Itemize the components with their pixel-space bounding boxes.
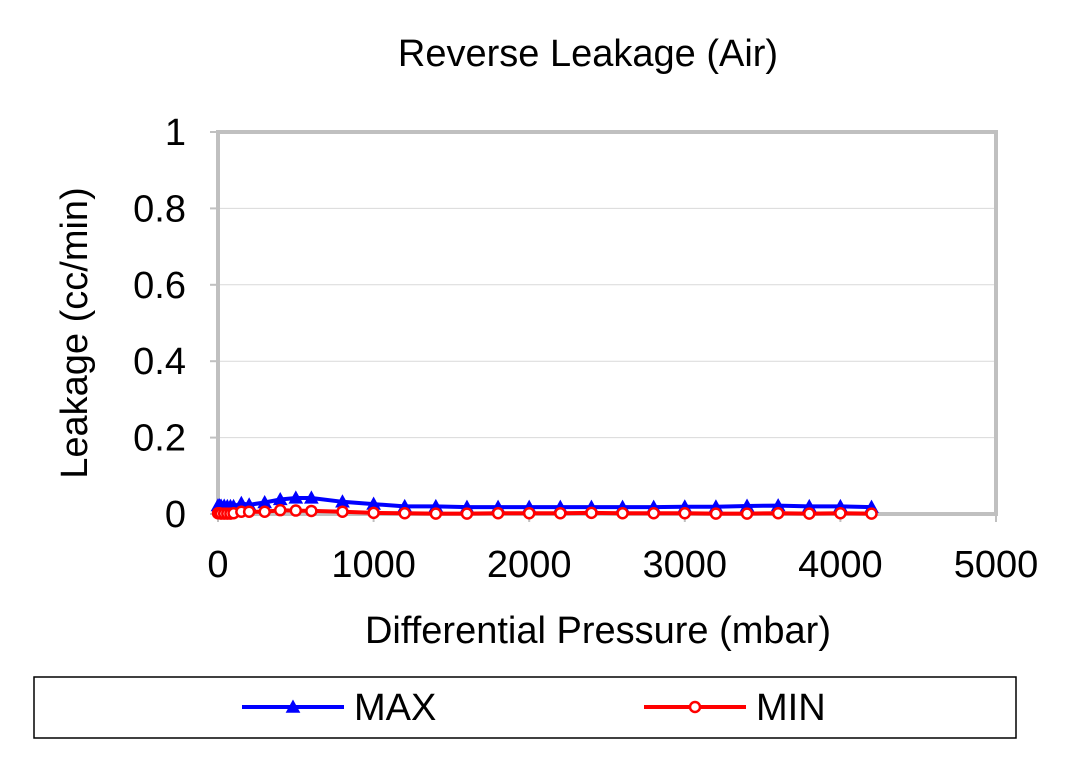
legend-entry-max: MAX (242, 687, 436, 729)
legend-marker-max (285, 699, 301, 713)
x-axis-title: Differential Pressure (mbar) (365, 610, 831, 652)
legend-entry-min: MIN (644, 687, 826, 729)
data-point-min (460, 507, 474, 520)
plot-area (218, 132, 996, 514)
legend-label-min: MIN (756, 687, 826, 729)
data-point-min (678, 506, 692, 520)
legend-marker-min (688, 700, 702, 714)
y-tick-label: 0.4 (133, 341, 186, 383)
data-point-max (304, 490, 319, 504)
data-point-min (865, 507, 878, 520)
x-tick-label: 0 (207, 544, 228, 586)
data-point-min (367, 506, 380, 520)
gridlines (218, 207, 996, 439)
data-point-min (554, 506, 567, 520)
data-point-min (647, 506, 660, 520)
legend-box (33, 676, 1017, 739)
x-tick-label: 3000 (643, 544, 728, 586)
data-point-min (429, 507, 443, 520)
data-point-min (258, 505, 271, 518)
data-point-min (834, 506, 847, 520)
data-point-min (242, 505, 256, 518)
x-tick-label: 2000 (487, 544, 572, 586)
y-tick-label: 0 (165, 494, 186, 536)
chart-title: Reverse Leakage (Air) (398, 33, 778, 75)
data-point-min (273, 503, 287, 517)
data-point-min (585, 506, 598, 520)
x-tick-label: 4000 (798, 544, 883, 586)
y-tick-label: 0.8 (133, 188, 186, 230)
data-point-max (288, 490, 304, 504)
series-layer (210, 490, 879, 520)
data-point-min (491, 506, 505, 520)
data-point-min (616, 506, 629, 520)
legend: MAX MIN (242, 687, 826, 729)
data-point-min (522, 506, 536, 520)
y-tick-label: 1 (165, 112, 186, 154)
series-min (211, 503, 878, 520)
data-point-min (803, 507, 816, 520)
data-point-min (305, 504, 318, 518)
data-point-min (740, 507, 754, 520)
y-tick-labels: 0 0.2 0.4 0.6 0.8 1 (133, 112, 186, 536)
y-tick-label: 0.2 (133, 418, 186, 460)
data-point-min (709, 507, 723, 520)
data-point-min (771, 506, 785, 520)
x-tick-labels: 0 1000 2000 3000 4000 5000 (207, 544, 1038, 586)
x-tick-label: 5000 (954, 544, 1039, 586)
data-point-min (336, 505, 349, 518)
data-point-min (289, 504, 303, 517)
data-point-min (398, 506, 411, 520)
y-axis-title: Leakage (cc/min) (54, 187, 96, 478)
legend-label-max: MAX (354, 687, 436, 729)
y-tick-label: 0.6 (133, 265, 186, 307)
x-tick-label: 1000 (331, 544, 416, 586)
